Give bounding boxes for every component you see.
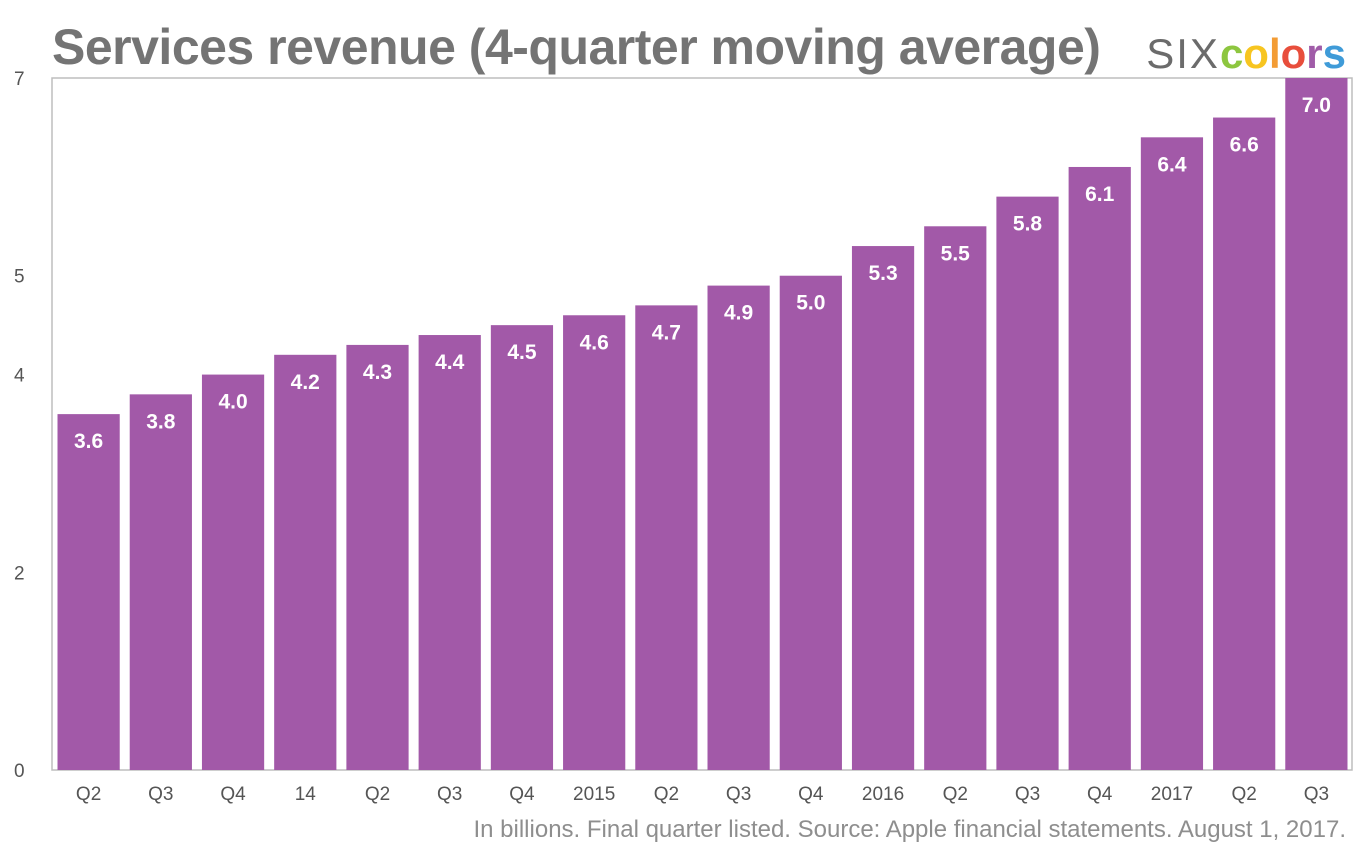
x-tick-label: Q4 [509, 784, 535, 805]
bar-value-label: 4.3 [363, 361, 392, 384]
bar [1140, 137, 1204, 771]
bar-value-label: 4.7 [652, 321, 681, 344]
bars [57, 78, 1348, 771]
bar [1285, 78, 1348, 770]
bar [274, 354, 337, 770]
chart-title: Services revenue (4-quarter moving avera… [52, 19, 1101, 75]
x-tick-label: 14 [295, 784, 317, 805]
bar-value-label: 4.9 [724, 302, 753, 325]
x-tick-label: Q2 [76, 784, 101, 805]
bar-value-label: 4.5 [507, 341, 537, 364]
x-tick-label: Q3 [148, 784, 173, 805]
x-tick-label: Q2 [654, 784, 679, 805]
x-tick-label: Q3 [726, 784, 751, 805]
bar-value-label: 3.6 [74, 430, 103, 453]
bar-value-label: 3.8 [146, 410, 176, 433]
x-tick-label: Q3 [1304, 784, 1329, 805]
x-tick-label: 2016 [862, 784, 904, 805]
bar [635, 305, 698, 770]
bar-value-label: 6.6 [1230, 134, 1259, 157]
x-tick-label: Q2 [1231, 784, 1256, 805]
logo-letter: o [1280, 30, 1307, 77]
y-tick-label: 7 [14, 69, 25, 90]
y-tick-label: 5 [14, 267, 25, 288]
bar [851, 246, 915, 771]
logo-letter: l [1268, 30, 1281, 77]
x-tick-label: Q2 [365, 784, 390, 805]
logo-letter: o [1243, 30, 1269, 77]
sixcolors-logo: SIXcolors [1146, 30, 1346, 78]
bar-value-label: 7.0 [1302, 94, 1331, 117]
bar [563, 315, 626, 770]
logo-letter: s [1322, 30, 1346, 77]
bar [129, 394, 192, 770]
bar [201, 374, 265, 770]
x-tick-label: Q2 [943, 784, 968, 805]
bar-value-label: 5.5 [941, 242, 971, 265]
y-tick-label: 0 [14, 761, 25, 782]
logo-colors: colors [1220, 30, 1346, 77]
bar-value-label: 4.6 [580, 331, 609, 354]
footnote: In billions. Final quarter listed. Sourc… [473, 816, 1346, 843]
bar-value-label: 4.2 [291, 371, 320, 394]
bar [418, 335, 481, 770]
bar [57, 414, 120, 770]
bar-value-label: 4.4 [435, 351, 465, 374]
bar [779, 275, 842, 770]
bar-value-label: 5.8 [1013, 213, 1043, 236]
plot-frame [51, 77, 1353, 771]
bar-value-label: 6.4 [1157, 153, 1187, 176]
bar [490, 325, 554, 770]
x-tick-label: Q4 [798, 784, 824, 805]
logo-letter: r [1306, 30, 1323, 77]
x-tick-label: Q3 [437, 784, 462, 805]
bar-value-label: 6.1 [1085, 183, 1115, 206]
bar [1213, 117, 1276, 771]
bar [1068, 166, 1131, 770]
y-axis: 0 2 4 5 7 [14, 69, 25, 782]
logo-prefix: SIX [1146, 30, 1220, 77]
x-tick-label: Q4 [1087, 784, 1113, 805]
x-tick-label: Q4 [220, 784, 246, 805]
x-tick-label: 2017 [1151, 784, 1193, 805]
bar [346, 344, 409, 770]
y-tick-label: 2 [14, 563, 25, 584]
bar [996, 196, 1059, 771]
bar [924, 226, 987, 771]
bar-value-label: 5.3 [868, 262, 897, 285]
x-axis: Q2 Q3 Q4 14 Q2 Q3 Q4 2015 Q2 Q3 Q4 2016 Q2 Q3 Q4 2017 Q2… [76, 784, 1329, 805]
bar-value-label: 5.0 [796, 292, 825, 315]
logo-letter: c [1219, 30, 1244, 77]
x-tick-label: Q3 [1015, 784, 1040, 805]
value-labels: 3.6 3.8 4.0 4.2 4.3 4.4 4.5 4.6 4.7 4.9 5.0 5.3 5.5 5… [74, 94, 1331, 453]
y-tick-label: 4 [14, 366, 25, 387]
x-tick-label: 2015 [573, 784, 615, 805]
bar [707, 285, 770, 770]
bar-value-label: 4.0 [218, 391, 247, 414]
